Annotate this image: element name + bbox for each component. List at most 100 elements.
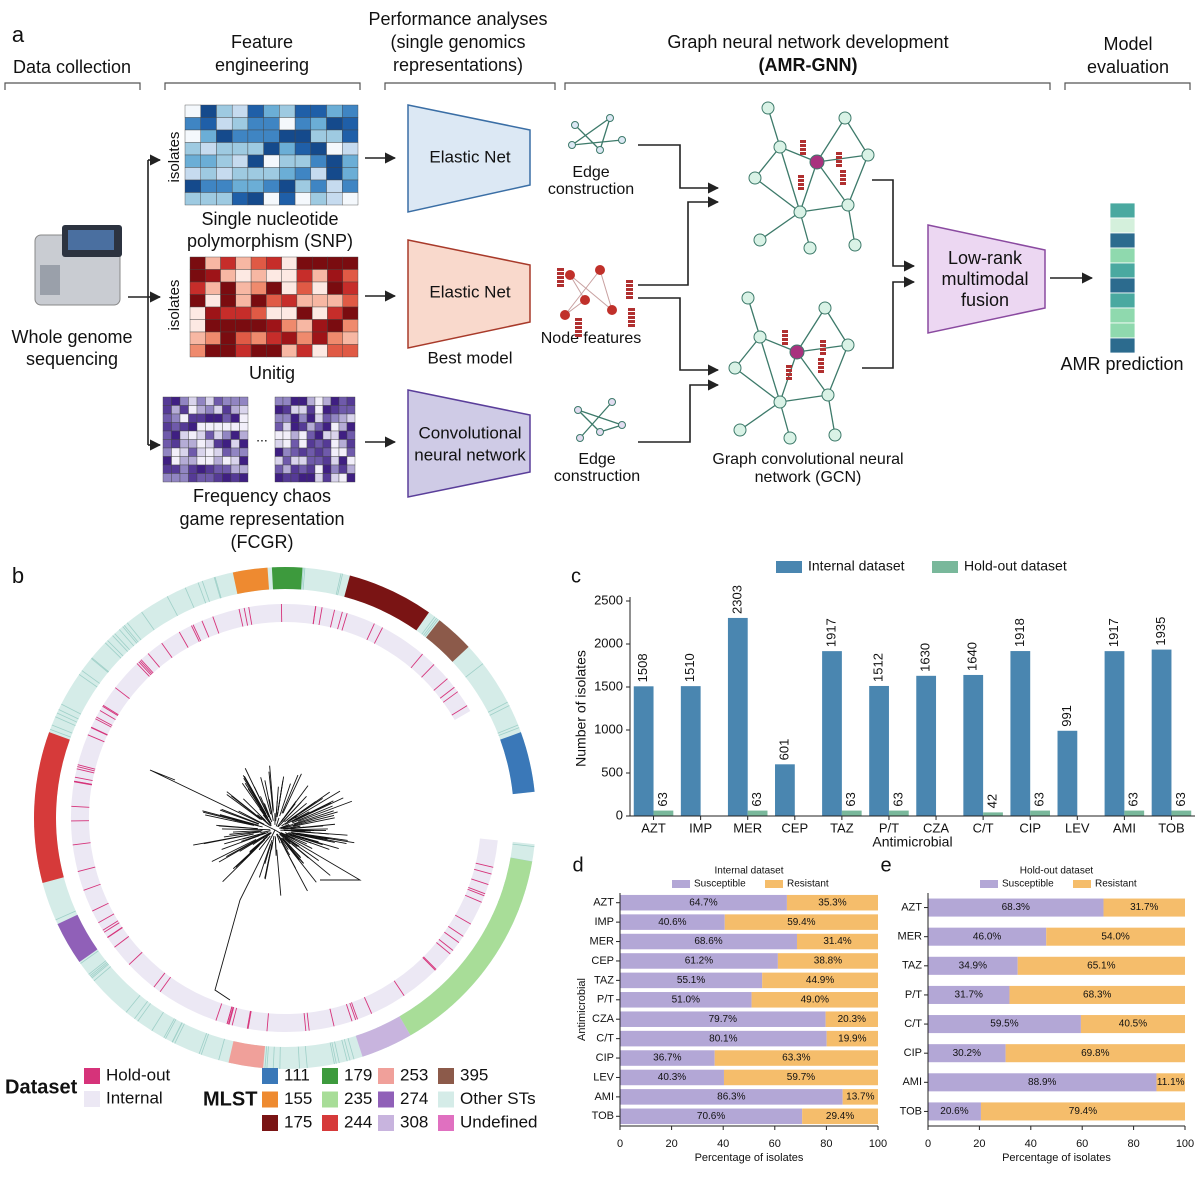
heatmap-cell (213, 405, 223, 415)
tree-branch (274, 829, 362, 881)
feature-glyph (820, 344, 826, 347)
bar-segment (928, 985, 1010, 1004)
legend-label: Internal (106, 1088, 163, 1107)
label: multimodal (941, 269, 1028, 289)
label: fusion (961, 290, 1009, 310)
mlst-strip (272, 1046, 275, 1069)
holdout-strip (140, 659, 154, 674)
graph-node (748, 171, 762, 185)
holdout-strip (349, 1002, 357, 1021)
feature-glyph (840, 170, 846, 173)
heatmap-cell (330, 405, 340, 415)
heatmap-cell (346, 422, 356, 432)
bar-segment (796, 933, 878, 950)
graph-edge (796, 307, 826, 353)
heatmap-cell (171, 430, 181, 440)
holdout-strip (77, 866, 96, 872)
value-label: 63 (843, 792, 858, 806)
heatmap-cell (306, 447, 316, 457)
panel-label: c (571, 565, 581, 587)
graph-node (728, 361, 742, 375)
bar-segment (724, 914, 878, 930)
heatmap-cell (266, 306, 282, 320)
bar (680, 686, 701, 816)
heatmap-cell (213, 396, 223, 406)
label: Edge (572, 164, 609, 181)
heatmap-cell (290, 464, 300, 474)
heatmap-cell (322, 422, 332, 432)
heatmap-cell (230, 447, 240, 457)
heatmap-cell (274, 405, 284, 415)
bar-segment (620, 972, 763, 989)
bar-segment (620, 1011, 826, 1027)
heatmap-cell (314, 439, 324, 449)
heatmap-cell (342, 281, 359, 295)
heatmap-cell (216, 142, 233, 156)
heatmap-cell (342, 104, 359, 118)
holdout-strip (178, 631, 189, 648)
value-label: 40.6% (658, 917, 686, 928)
feature-glyph (626, 288, 633, 291)
value-label: 19.9% (838, 1033, 866, 1044)
prediction-cell (1109, 202, 1136, 219)
heatmap-cell (322, 396, 332, 406)
value-label: 1510 (682, 653, 697, 682)
feature-glyph (786, 373, 792, 376)
tree-branch (274, 836, 277, 852)
heatmap-cell (342, 129, 359, 143)
legend-label: 274 (400, 1089, 428, 1108)
heatmap-cell (188, 464, 198, 474)
heatmap-cell (342, 319, 359, 333)
holdout-strip (128, 951, 143, 965)
mlst-strip (141, 611, 155, 631)
heatmap-cell (162, 439, 172, 449)
heatmap-cell (314, 456, 324, 466)
tree-branch (258, 844, 271, 878)
x-tick-label: 0 (617, 1138, 623, 1150)
legend-swatch (672, 880, 690, 888)
heatmap-cell (327, 281, 343, 295)
heatmap-cell (342, 167, 359, 181)
heatmap-cell (279, 154, 296, 168)
graph-icon (748, 101, 875, 255)
holdout-strip (318, 607, 323, 626)
bar-segment (826, 1030, 878, 1047)
tree-branch (260, 816, 272, 827)
feature-glyph (628, 316, 635, 319)
feature-glyph (840, 174, 846, 177)
y-tick-label: 500 (601, 764, 623, 779)
legend-label: Resistant (1095, 879, 1137, 890)
tree-branch (264, 844, 273, 879)
bar-segment (751, 992, 878, 1008)
value-label: 31.7% (1130, 902, 1158, 913)
mlst-segment (425, 620, 469, 662)
prediction-cell (1109, 262, 1136, 279)
prediction-cell (1109, 307, 1136, 324)
graph-edge (759, 336, 781, 403)
holdout-strip (83, 883, 101, 891)
flow-arrows (128, 144, 1094, 451)
value-label: 1918 (1012, 618, 1027, 647)
value-label: 79.7% (709, 1014, 737, 1025)
bar-segment (825, 1011, 878, 1027)
value-label: 1917 (1106, 618, 1121, 647)
heatmap-cell (235, 281, 252, 295)
mlst-strip (331, 1042, 337, 1064)
value-label: 63.3% (782, 1053, 810, 1064)
label: sequencing (26, 349, 118, 369)
x-tick-label: 20 (665, 1138, 677, 1150)
prediction-cell (1109, 322, 1136, 339)
heatmap-cell (230, 396, 240, 406)
tree-branch (295, 797, 344, 821)
holdout-strip (138, 661, 152, 676)
feature-glyph (836, 156, 842, 159)
graph-edge (816, 117, 846, 163)
tree-branch (203, 811, 254, 826)
y-tick-label: P/T (905, 989, 922, 1001)
graph-edge (739, 401, 781, 431)
holdout-strip (231, 1007, 238, 1026)
heatmap-cell (346, 413, 356, 423)
heatmap-cell (314, 405, 324, 415)
graph-edge (754, 146, 781, 179)
graph-node (733, 423, 747, 437)
